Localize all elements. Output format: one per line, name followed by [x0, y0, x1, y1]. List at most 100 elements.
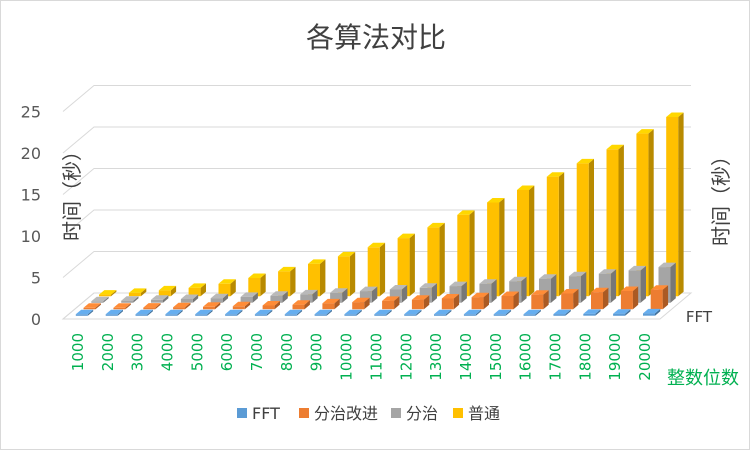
x-tick-label: 20000 — [636, 333, 654, 381]
bar — [322, 298, 340, 310]
bar — [553, 309, 571, 316]
bar — [517, 185, 535, 297]
bar — [218, 279, 236, 297]
bar — [135, 309, 153, 316]
bar — [523, 309, 541, 316]
legend-label: 分治改进 — [314, 404, 378, 423]
bar — [501, 291, 519, 310]
x-tick-label: 18000 — [576, 333, 594, 381]
bar — [225, 309, 243, 316]
gridline — [62, 209, 691, 237]
bar — [463, 309, 482, 316]
bar — [121, 296, 139, 303]
bar — [382, 296, 400, 310]
x-tick-label: 15000 — [487, 333, 505, 381]
x-tick-label: 2000 — [99, 333, 117, 371]
chart-title: 各算法对比 — [306, 21, 446, 54]
bar — [650, 285, 669, 310]
bar — [151, 295, 169, 303]
bar — [404, 309, 422, 316]
x-tick-label: 16000 — [517, 333, 535, 381]
x-tick-label: 10000 — [338, 333, 356, 381]
bar — [643, 308, 661, 316]
bar — [248, 273, 266, 297]
bar — [344, 309, 362, 316]
bar — [493, 309, 512, 316]
bar — [620, 286, 639, 310]
y-tick-label: 25 — [21, 103, 41, 122]
bar — [254, 309, 273, 316]
legend-label: 普通 — [468, 404, 500, 423]
bar — [546, 172, 565, 297]
y-tick-label: 15 — [21, 186, 41, 205]
y-tick-label: 5 — [31, 269, 41, 288]
labels: 0 5 10 15 20 25 1000 2000 3000 4000 5000 6000 7000 80… — [21, 103, 654, 381]
bar — [636, 129, 654, 297]
x-tick-label: 9000 — [308, 333, 326, 371]
legend-swatch — [391, 408, 401, 418]
bar — [83, 303, 101, 310]
gridline — [62, 168, 691, 195]
bar — [471, 292, 489, 310]
legend-item: FFT — [237, 404, 280, 423]
bar — [561, 289, 579, 310]
bar — [441, 294, 460, 310]
x-tick-label: 7000 — [248, 333, 266, 371]
bar — [240, 292, 258, 303]
x-tick-label: 13000 — [427, 333, 445, 381]
bar — [210, 293, 229, 303]
x-tick-label: 17000 — [547, 333, 565, 381]
bar — [308, 259, 326, 297]
bar — [105, 309, 123, 316]
y-tick-label: 0 — [31, 310, 41, 329]
bar — [91, 296, 109, 303]
gridline — [62, 126, 691, 154]
legend-item: 分治改进 — [299, 404, 378, 423]
bar — [397, 233, 415, 297]
y-tick-label: 10 — [21, 227, 41, 246]
bar — [591, 287, 609, 310]
bar — [165, 309, 183, 316]
bar — [457, 210, 475, 297]
bar — [113, 303, 131, 310]
x-tick-label: 3000 — [129, 333, 147, 371]
legend-swatch — [299, 408, 309, 418]
bar — [337, 251, 356, 297]
x-tick-label: 14000 — [457, 333, 475, 381]
bar — [352, 297, 370, 310]
bar — [300, 289, 318, 303]
bar — [606, 144, 624, 297]
bar — [99, 290, 117, 297]
bar — [434, 309, 452, 316]
bar — [278, 266, 296, 297]
bar — [314, 309, 332, 316]
legend-label: 分治 — [406, 404, 438, 423]
bar — [359, 286, 378, 303]
legend: FFT 分治改进 分治 普通 — [237, 404, 500, 423]
bar — [143, 303, 161, 310]
x-tick-label: 11000 — [367, 333, 385, 381]
bar — [330, 288, 348, 303]
bar — [427, 222, 445, 297]
x-tick-label: 1000 — [69, 333, 87, 371]
legend-swatch — [453, 408, 463, 418]
bar — [180, 294, 199, 303]
bar — [487, 198, 505, 297]
bar — [173, 302, 191, 310]
bar — [613, 309, 631, 316]
bar — [374, 309, 392, 316]
y-tick-label: 20 — [21, 144, 41, 163]
bar — [367, 242, 386, 297]
bars — [75, 112, 684, 316]
bar — [75, 309, 94, 316]
legend-item: 分治 — [391, 404, 438, 423]
x-tick-label: 12000 — [397, 333, 415, 381]
x-tick-label: 4000 — [159, 333, 177, 371]
bar — [158, 285, 177, 297]
bar — [188, 283, 206, 297]
bar — [262, 301, 280, 310]
x-tick-label: 6000 — [218, 333, 236, 371]
bar — [128, 288, 147, 297]
